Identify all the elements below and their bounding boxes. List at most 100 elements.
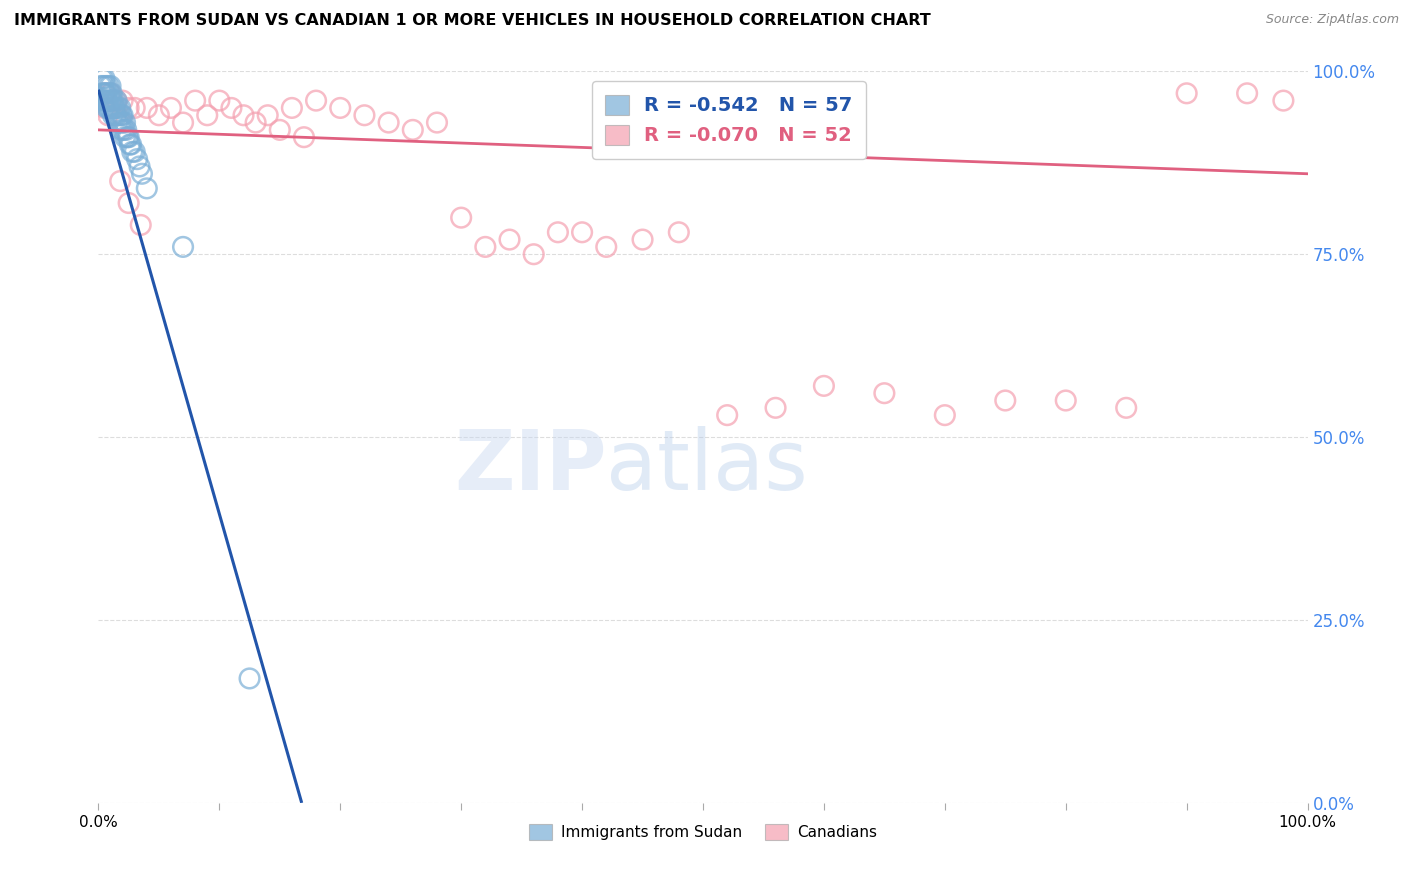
Point	[305, 94, 328, 108]
Point	[101, 108, 124, 122]
Point	[547, 225, 569, 239]
Point	[160, 101, 183, 115]
Point	[1175, 87, 1198, 101]
Point	[96, 94, 118, 108]
Point	[114, 130, 136, 145]
Point	[114, 115, 136, 129]
Point	[402, 123, 425, 137]
Point	[873, 386, 896, 401]
Point	[93, 87, 115, 101]
Point	[256, 108, 278, 122]
Point	[135, 101, 157, 115]
Point	[148, 108, 170, 122]
Point	[117, 130, 139, 145]
Point	[91, 87, 114, 101]
Point	[111, 94, 134, 108]
Point	[118, 130, 141, 145]
Point	[107, 101, 129, 115]
Point	[108, 115, 131, 129]
Point	[118, 196, 141, 211]
Point	[103, 101, 125, 115]
Point	[128, 160, 150, 174]
Point	[135, 181, 157, 195]
Point	[97, 101, 120, 115]
Point	[101, 94, 124, 108]
Point	[90, 78, 112, 93]
Point	[98, 87, 121, 101]
Point	[103, 94, 125, 108]
Point	[934, 408, 956, 422]
Point	[232, 108, 254, 122]
Point	[498, 233, 520, 247]
Point	[595, 240, 617, 254]
Point	[184, 94, 207, 108]
Text: IMMIGRANTS FROM SUDAN VS CANADIAN 1 OR MORE VEHICLES IN HOUSEHOLD CORRELATION CH: IMMIGRANTS FROM SUDAN VS CANADIAN 1 OR M…	[14, 13, 931, 29]
Point	[110, 108, 132, 122]
Legend: Immigrants from Sudan, Canadians: Immigrants from Sudan, Canadians	[523, 818, 883, 847]
Point	[292, 130, 315, 145]
Point	[107, 115, 129, 129]
Point	[94, 78, 117, 93]
Point	[120, 137, 142, 152]
Point	[97, 78, 120, 93]
Point	[118, 101, 141, 115]
Point	[108, 101, 131, 115]
Point	[96, 101, 118, 115]
Point	[124, 145, 146, 159]
Point	[813, 379, 835, 393]
Point	[110, 123, 132, 137]
Point	[668, 225, 690, 239]
Point	[765, 401, 787, 415]
Point	[111, 115, 134, 129]
Point	[281, 101, 304, 115]
Point	[269, 123, 291, 137]
Point	[523, 247, 546, 261]
Point	[1115, 401, 1137, 415]
Point	[195, 108, 218, 122]
Point	[474, 240, 496, 254]
Point	[93, 71, 115, 86]
Point	[172, 240, 194, 254]
Point	[127, 152, 149, 166]
Point	[245, 115, 267, 129]
Point	[100, 87, 122, 101]
Point	[377, 115, 399, 129]
Point	[426, 115, 449, 129]
Point	[100, 78, 122, 93]
Point	[131, 167, 153, 181]
Point	[129, 218, 152, 232]
Text: Source: ZipAtlas.com: Source: ZipAtlas.com	[1265, 13, 1399, 27]
Point	[118, 137, 141, 152]
Point	[716, 408, 738, 422]
Point	[98, 101, 121, 115]
Point	[105, 94, 128, 108]
Point	[108, 174, 131, 188]
Point	[121, 145, 143, 159]
Text: atlas: atlas	[606, 425, 808, 507]
Point	[239, 672, 262, 686]
Point	[91, 78, 114, 93]
Point	[104, 108, 127, 122]
Point	[115, 123, 138, 137]
Point	[329, 101, 352, 115]
Point	[450, 211, 472, 225]
Point	[108, 108, 131, 122]
Point	[93, 87, 115, 101]
Point	[105, 94, 128, 108]
Point	[631, 233, 654, 247]
Point	[94, 87, 117, 101]
Point	[91, 94, 114, 108]
Point	[208, 94, 231, 108]
Point	[101, 101, 124, 115]
Point	[1272, 94, 1295, 108]
Point	[1236, 87, 1258, 101]
Point	[100, 87, 122, 101]
Point	[100, 94, 122, 108]
Point	[111, 108, 134, 122]
Point	[353, 108, 375, 122]
Point	[94, 94, 117, 108]
Point	[112, 123, 135, 137]
Point	[96, 87, 118, 101]
Point	[571, 225, 593, 239]
Point	[100, 101, 122, 115]
